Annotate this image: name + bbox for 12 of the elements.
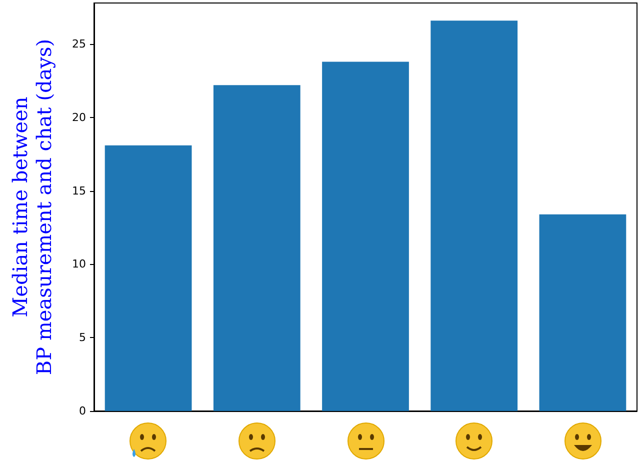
- bar: [539, 214, 626, 411]
- bar: [430, 20, 518, 411]
- bar: [104, 145, 192, 411]
- bar: [322, 62, 409, 411]
- y-tick-label: 5: [79, 331, 86, 344]
- y-tick-label: 10: [72, 258, 86, 271]
- y-axis-title: Median time between BP measurement and chat (days): [8, 38, 56, 376]
- bar: [213, 85, 300, 411]
- y-tick-label: 25: [72, 38, 86, 51]
- y-tick-label: 20: [72, 110, 86, 124]
- y-tick-label: 0: [79, 404, 86, 418]
- y-tick-label: 15: [72, 184, 86, 198]
